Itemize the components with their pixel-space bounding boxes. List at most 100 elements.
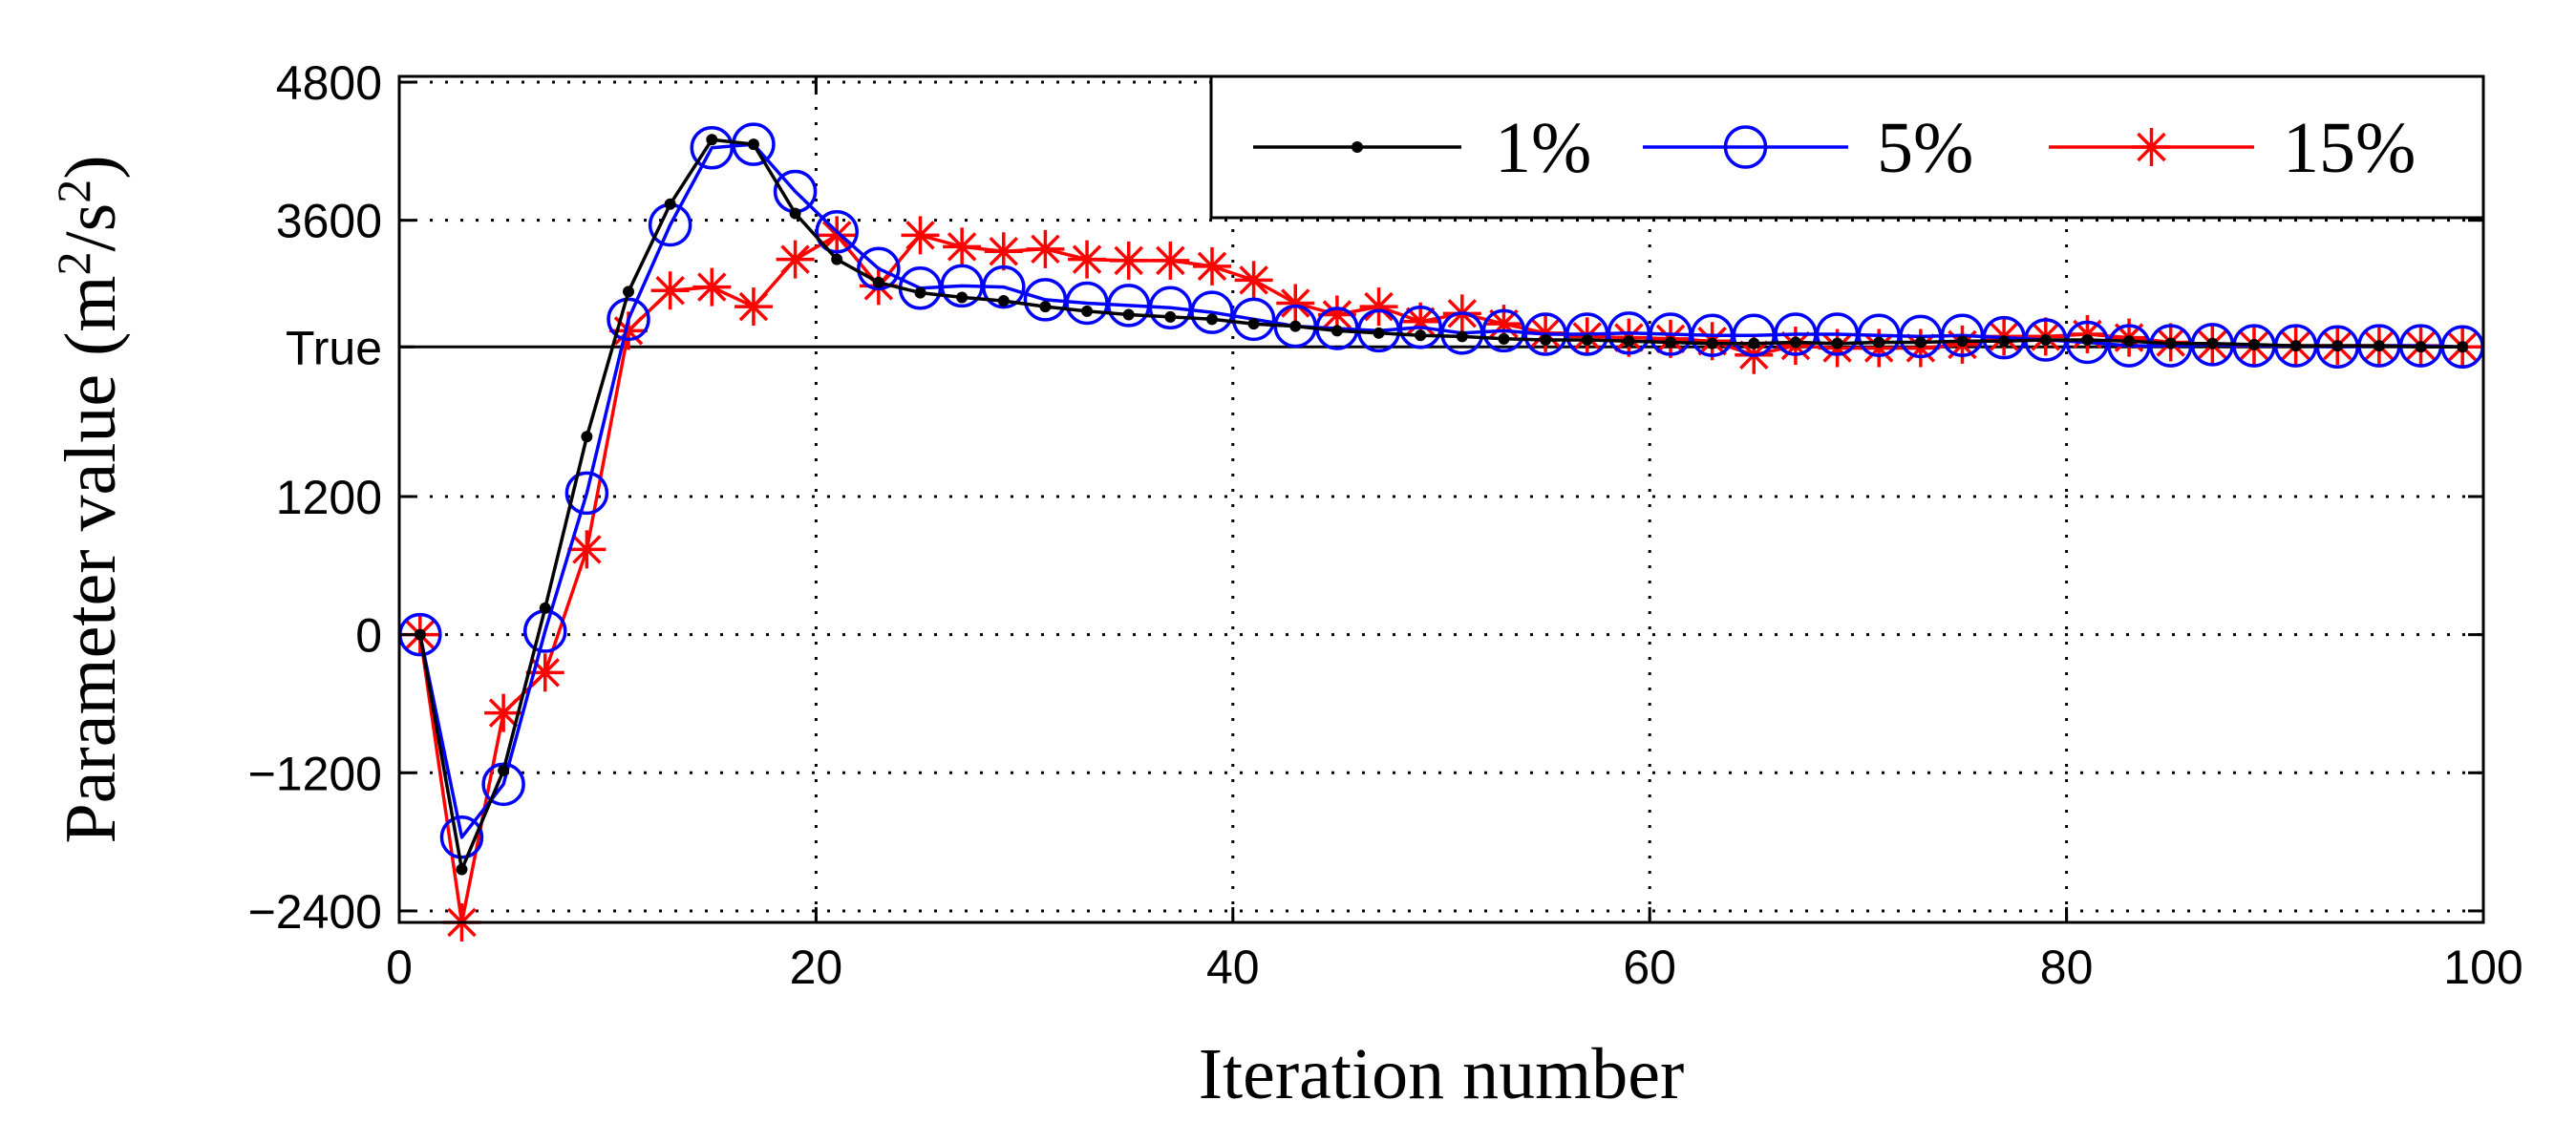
legend-item: 1% bbox=[1253, 108, 1591, 188]
data-point bbox=[831, 253, 843, 265]
data-point bbox=[872, 276, 884, 288]
y-tick-label: −1200 bbox=[248, 747, 382, 800]
x-tick-label: 40 bbox=[1206, 941, 1260, 994]
y-axis-label-main: Parameter value (m bbox=[51, 275, 131, 843]
data-point bbox=[1873, 336, 1885, 349]
data-point bbox=[1623, 335, 1635, 348]
data-point bbox=[1706, 337, 1718, 349]
series-group bbox=[398, 122, 2484, 942]
data-point bbox=[1331, 325, 1343, 337]
data-point bbox=[857, 246, 901, 291]
data-point bbox=[2373, 340, 2385, 352]
data-point bbox=[984, 232, 1023, 271]
data-point bbox=[607, 297, 650, 342]
data-point bbox=[982, 265, 1026, 309]
series-1pct bbox=[414, 134, 2469, 876]
data-point bbox=[732, 122, 776, 166]
data-point bbox=[1317, 295, 1356, 334]
data-point bbox=[1039, 301, 1052, 313]
data-point bbox=[818, 216, 857, 255]
data-point bbox=[525, 653, 564, 692]
data-point bbox=[1192, 246, 1231, 286]
y-axis-label: Parameter value (m2/s2) bbox=[47, 155, 131, 843]
data-point bbox=[1665, 336, 1677, 349]
data-point bbox=[2206, 337, 2219, 349]
legend-marker bbox=[1352, 141, 1363, 153]
data-point bbox=[567, 530, 607, 569]
data-point bbox=[706, 134, 718, 146]
data-point bbox=[2247, 338, 2260, 350]
x-tick-label: 100 bbox=[2443, 941, 2523, 994]
data-point bbox=[1065, 281, 1109, 326]
data-point bbox=[1398, 306, 1442, 349]
data-point bbox=[734, 287, 773, 327]
legend-label: 15% bbox=[2283, 108, 2416, 188]
data-point bbox=[1860, 328, 1899, 368]
y-tick-label: 3600 bbox=[276, 195, 382, 248]
data-point bbox=[1415, 329, 1427, 342]
data-point bbox=[2065, 320, 2110, 365]
data-point bbox=[664, 198, 676, 210]
x-tick-label: 20 bbox=[790, 941, 843, 994]
data-point bbox=[1106, 284, 1151, 328]
data-point bbox=[1456, 330, 1468, 343]
data-point bbox=[564, 471, 609, 516]
data-point bbox=[1901, 328, 1940, 368]
y-tick-label: 0 bbox=[355, 609, 382, 663]
data-point bbox=[1484, 305, 1523, 344]
data-point bbox=[1151, 241, 1190, 280]
data-point bbox=[1401, 302, 1440, 341]
data-point bbox=[609, 311, 649, 350]
data-point bbox=[2457, 341, 2469, 353]
data-point bbox=[901, 216, 940, 255]
data-point bbox=[498, 764, 510, 776]
data-point bbox=[943, 227, 982, 266]
data-point bbox=[1122, 308, 1135, 321]
data-point bbox=[2068, 315, 2107, 354]
data-point bbox=[1109, 241, 1148, 280]
x-tick-label: 80 bbox=[2040, 941, 2094, 994]
x-tick-label: 0 bbox=[386, 941, 413, 994]
data-point bbox=[1440, 311, 1484, 355]
data-point bbox=[690, 125, 734, 170]
data-point bbox=[1068, 240, 1107, 279]
data-point bbox=[1956, 335, 1969, 348]
data-point bbox=[997, 295, 1010, 307]
y-tick-label: −2400 bbox=[248, 885, 382, 939]
legend-label: 5% bbox=[1877, 108, 1973, 188]
series-line bbox=[418, 138, 2463, 872]
data-point bbox=[1940, 313, 1985, 357]
data-point bbox=[1831, 337, 1843, 349]
data-point bbox=[815, 209, 859, 254]
data-point bbox=[1190, 290, 1234, 334]
data-point bbox=[1023, 278, 1068, 322]
data-point bbox=[1247, 318, 1260, 330]
data-point bbox=[1581, 334, 1593, 347]
data-point bbox=[2123, 335, 2136, 348]
x-axis-label: Iteration number bbox=[1199, 1034, 1685, 1114]
data-point bbox=[1234, 261, 1273, 300]
data-point bbox=[1998, 335, 2011, 348]
y-axis-label-mid: /s bbox=[51, 203, 131, 252]
data-point bbox=[1359, 287, 1398, 327]
data-point bbox=[1289, 320, 1302, 332]
data-point bbox=[1914, 336, 1927, 349]
data-point bbox=[1148, 286, 1193, 330]
data-point bbox=[623, 286, 635, 298]
data-point bbox=[2289, 340, 2302, 352]
legend-item: 15% bbox=[2049, 108, 2416, 188]
data-point bbox=[1205, 313, 1218, 326]
legend-marker bbox=[1723, 125, 1768, 169]
y-tick-label: 4800 bbox=[276, 56, 382, 110]
data-point bbox=[914, 286, 926, 299]
data-point bbox=[1081, 305, 1094, 317]
data-point bbox=[1164, 310, 1177, 323]
data-point bbox=[2415, 341, 2427, 353]
true-value-label: True bbox=[286, 321, 382, 374]
legend-label: 1% bbox=[1495, 108, 1591, 188]
data-point bbox=[956, 291, 969, 304]
data-point bbox=[2164, 337, 2177, 349]
data-point bbox=[581, 431, 593, 443]
data-point bbox=[484, 693, 523, 732]
